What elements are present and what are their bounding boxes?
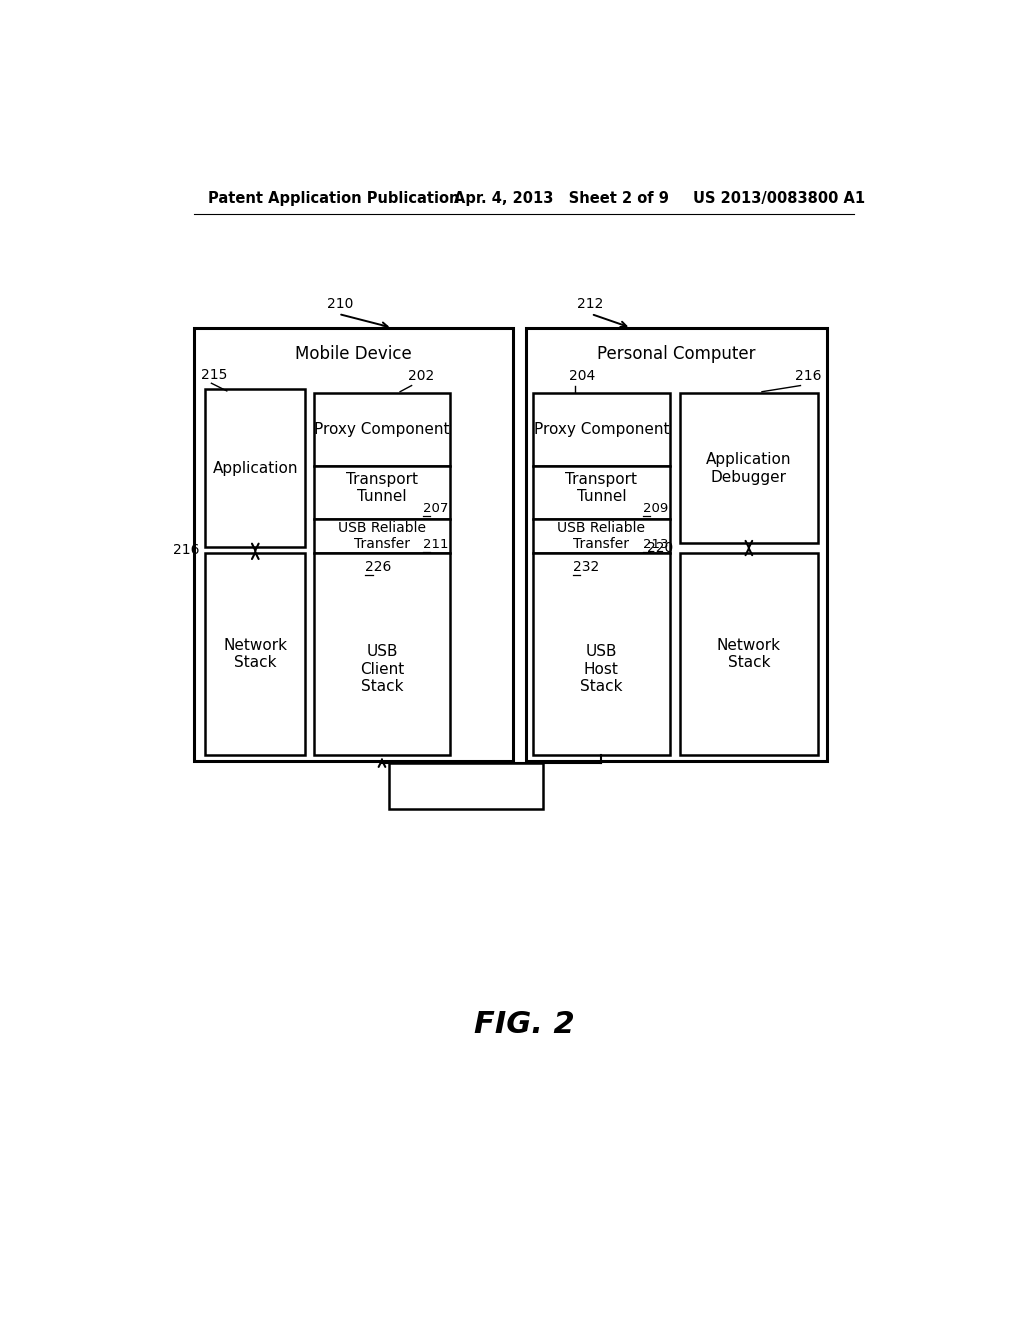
Text: USB Reliable
Transfer: USB Reliable Transfer [557, 520, 645, 550]
Text: US 2013/0083800 A1: US 2013/0083800 A1 [692, 191, 865, 206]
Text: FIG. 2: FIG. 2 [474, 1010, 575, 1039]
Text: Transport
Tunnel: Transport Tunnel [565, 471, 637, 504]
Text: Mobile Device: Mobile Device [296, 345, 413, 363]
Text: 204: 204 [569, 370, 596, 383]
Bar [534, 466, 670, 519]
Bar [205, 553, 305, 755]
Bar [534, 553, 670, 755]
Text: Proxy Component: Proxy Component [314, 422, 450, 437]
Text: 209: 209 [643, 502, 668, 515]
Text: Transport
Tunnel: Transport Tunnel [346, 471, 418, 504]
Text: Network
Stack: Network Stack [223, 638, 288, 671]
Bar [313, 393, 451, 466]
Bar [388, 763, 543, 809]
Text: 211: 211 [423, 539, 449, 552]
Text: Application: Application [213, 461, 298, 475]
Bar [680, 553, 818, 755]
Text: USB
Client
Stack: USB Client Stack [359, 644, 404, 694]
Text: Network
Stack: Network Stack [717, 638, 781, 671]
Text: Proxy Component: Proxy Component [534, 422, 669, 437]
Text: 212: 212 [578, 297, 603, 312]
Text: USB Reliable
Transfer: USB Reliable Transfer [338, 520, 426, 550]
Text: Patent Application Publication: Patent Application Publication [208, 191, 459, 206]
Bar [680, 393, 818, 544]
Text: 216: 216 [173, 543, 199, 557]
Bar [313, 519, 451, 553]
Text: 232: 232 [572, 560, 599, 574]
Bar [313, 553, 451, 755]
Bar [313, 466, 451, 519]
Text: 220: 220 [647, 541, 674, 554]
Text: Application
Debugger: Application Debugger [707, 453, 792, 484]
Text: 215: 215 [202, 368, 227, 381]
Text: Personal Computer: Personal Computer [597, 345, 756, 363]
Bar [195, 327, 513, 760]
Text: 207: 207 [423, 502, 449, 515]
Text: 210: 210 [327, 297, 353, 312]
Text: 216: 216 [795, 370, 821, 383]
Bar [205, 389, 305, 548]
Text: 202: 202 [408, 370, 434, 383]
Bar [525, 327, 827, 760]
Bar [534, 393, 670, 466]
Bar [534, 519, 670, 553]
Text: Apr. 4, 2013   Sheet 2 of 9: Apr. 4, 2013 Sheet 2 of 9 [454, 191, 669, 206]
Text: 213: 213 [643, 539, 668, 552]
Text: USB
Host
Stack: USB Host Stack [581, 644, 623, 694]
Text: 226: 226 [366, 560, 392, 574]
